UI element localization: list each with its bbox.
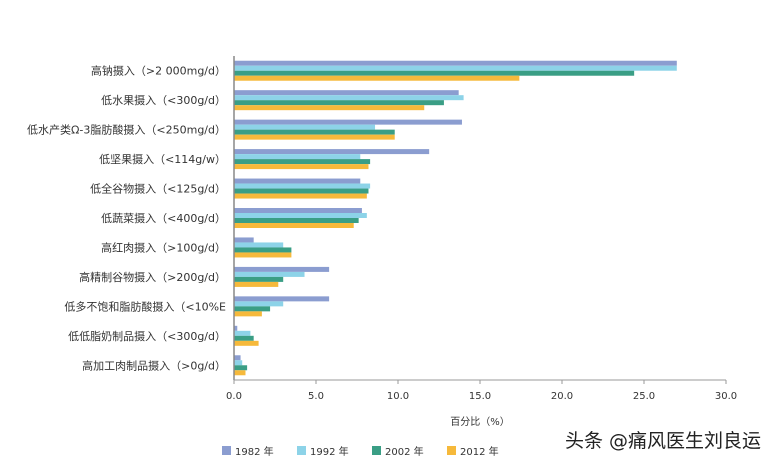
legend-swatch [297, 446, 306, 455]
legend-label: 2012 年 [460, 445, 499, 458]
category-label: 低坚果摄入（<114g/w） [99, 152, 226, 166]
bar [234, 159, 371, 165]
bar [234, 247, 292, 253]
category-label: 低低脂奶制品摄入（<300g/d） [68, 329, 226, 343]
bar [234, 164, 369, 170]
bar [234, 237, 254, 243]
bar [234, 355, 241, 361]
x-tick-label: 25.0 [633, 391, 655, 402]
bar [234, 271, 305, 277]
bar [234, 100, 444, 106]
bar [234, 340, 259, 346]
category-label: 低多不饱和脂肪酸摄入（<10%E [64, 299, 226, 313]
legend-label: 2002 年 [385, 445, 424, 458]
watermark: 头条 @痛风医生刘良运 [564, 430, 761, 452]
category-label: 高钠摄入（>2 000mg/d） [91, 64, 226, 78]
bar [234, 183, 371, 189]
x-tick-label: 20.0 [551, 391, 573, 402]
bar [234, 330, 251, 336]
bar [234, 188, 369, 194]
category-label: 高加工肉制品摄入（>0g/d） [82, 358, 226, 372]
bar [234, 242, 284, 248]
bar [234, 105, 425, 111]
bar [234, 276, 284, 282]
bar [234, 75, 520, 81]
legend-swatch [222, 446, 231, 455]
bar [234, 365, 248, 371]
category-label: 低蔬菜摄入（<400g/d） [101, 211, 226, 225]
bar [234, 325, 238, 331]
bar [234, 296, 330, 302]
bar [234, 119, 462, 125]
bar [234, 129, 395, 135]
x-tick-label: 10.0 [387, 391, 409, 402]
category-label: 高精制谷物摄入（>200g/d） [79, 270, 226, 284]
category-label: 低全谷物摄入（<125g/d） [90, 182, 226, 196]
bar [234, 124, 376, 130]
bar [234, 193, 367, 199]
bar [234, 154, 361, 160]
legend-label: 1982 年 [235, 445, 274, 458]
bar [234, 281, 279, 287]
bar [234, 65, 677, 71]
x-tick-label: 30.0 [715, 391, 737, 402]
bar [234, 370, 246, 376]
bar [234, 335, 254, 341]
bar [234, 252, 292, 258]
legend-label: 1992 年 [310, 445, 349, 458]
legend-swatch [447, 446, 456, 455]
bar [234, 134, 395, 140]
bar [234, 223, 354, 228]
bar [234, 178, 361, 184]
bar [234, 306, 271, 312]
bar [234, 266, 330, 272]
category-label: 低水果摄入（<300g/d） [101, 93, 226, 107]
bar [234, 149, 430, 155]
x-tick-label: 5.0 [308, 391, 324, 402]
bar [234, 208, 362, 213]
bar [234, 95, 464, 101]
x-tick-label: 0.0 [226, 391, 242, 402]
bar [234, 311, 262, 317]
x-axis-title: 百分比（%） [450, 416, 510, 428]
bar [234, 360, 243, 366]
bar [234, 218, 359, 223]
category-label: 低水产类Ω-3脂肪酸摄入（<250mg/d） [27, 123, 226, 137]
bar [234, 90, 459, 96]
x-tick-label: 15.0 [469, 391, 491, 402]
bar [234, 213, 367, 218]
category-label: 高红肉摄入（>100g/d） [101, 240, 226, 254]
legend-swatch [372, 446, 381, 455]
bar [234, 60, 677, 66]
bar [234, 70, 635, 76]
bar [234, 301, 284, 307]
